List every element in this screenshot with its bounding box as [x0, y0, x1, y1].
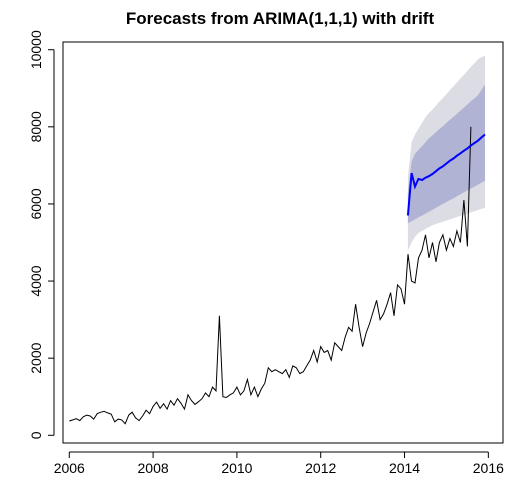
y-axis: 0 2000 4000 6000 8000 10000 [28, 30, 55, 439]
forecast-mean-line [406, 133, 486, 216]
x-tick-label: 2016 [473, 460, 504, 476]
x-tick-label: 2010 [221, 460, 252, 476]
x-tick-label: 2008 [138, 460, 169, 476]
x-axis: 2006 2008 2010 2012 2014 2016 [54, 451, 504, 476]
y-tick-label: 10000 [28, 30, 44, 69]
x-tick-label: 2012 [305, 460, 336, 476]
plot-area [62, 41, 504, 444]
y-tick-label: 8000 [28, 111, 44, 142]
plot-frame [62, 41, 504, 444]
x-tick-label: 2006 [54, 460, 85, 476]
chart-title: Forecasts from ARIMA(1,1,1) with drift [126, 9, 435, 28]
x-tick-label: 2014 [389, 460, 420, 476]
y-tick-label: 0 [28, 431, 44, 439]
y-tick-label: 6000 [28, 188, 44, 219]
y-tick-label: 4000 [28, 265, 44, 296]
y-tick-label: 2000 [28, 342, 44, 373]
confidence-band-80 [407, 84, 485, 224]
history-series-line [69, 126, 472, 425]
